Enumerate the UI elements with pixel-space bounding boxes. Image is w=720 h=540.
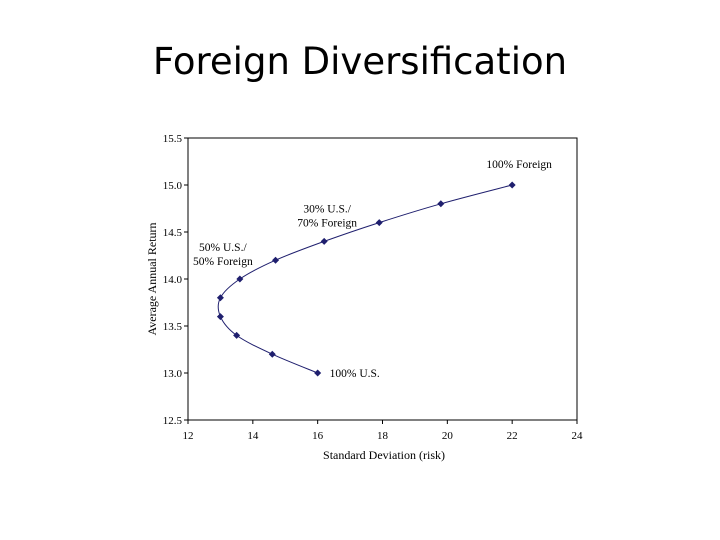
y-tick-label: 13.0 bbox=[163, 368, 183, 380]
x-axis-title: Standard Deviation (risk) bbox=[323, 448, 445, 462]
y-tick-label: 13.5 bbox=[163, 321, 183, 333]
x-tick-label: 22 bbox=[507, 430, 518, 442]
data-point bbox=[375, 219, 383, 227]
annotation-label: 50% Foreign bbox=[193, 256, 253, 268]
x-tick-label: 12 bbox=[183, 430, 194, 442]
data-point bbox=[437, 200, 445, 208]
slide-title: Foreign Diversification bbox=[152, 40, 568, 83]
annotation-label: 100% U.S. bbox=[330, 368, 380, 380]
y-tick-label: 15.5 bbox=[163, 133, 183, 145]
series-line bbox=[217, 184, 513, 374]
x-tick-label: 20 bbox=[442, 430, 454, 442]
data-point bbox=[236, 275, 244, 283]
y-tick-label: 15.0 bbox=[163, 180, 183, 192]
series-points bbox=[216, 181, 516, 377]
annotation-label: 30% U.S./ bbox=[303, 203, 351, 215]
y-tick-label: 14.5 bbox=[163, 227, 183, 239]
x-tick-label: 14 bbox=[247, 430, 259, 442]
data-point bbox=[233, 331, 241, 339]
annotation-label: 50% U.S./ bbox=[199, 242, 247, 254]
data-point bbox=[320, 237, 328, 245]
y-tick-label: 12.5 bbox=[163, 415, 183, 427]
annotation-label: 70% Foreign bbox=[297, 217, 357, 229]
plot-area bbox=[187, 137, 578, 421]
x-tick-label: 16 bbox=[312, 430, 324, 442]
x-tick-label: 24 bbox=[572, 430, 584, 442]
axis-ticks: 12 14 16 18 20 22 24 12.5 13.0 13.5 14.0 14.5 15.0 15… bbox=[163, 133, 583, 442]
data-point bbox=[216, 294, 224, 302]
y-tick-label: 14.0 bbox=[163, 274, 183, 286]
x-tick-label: 18 bbox=[377, 430, 389, 442]
y-axis-title: Average Annual Return bbox=[145, 222, 159, 335]
data-point bbox=[216, 313, 224, 321]
data-point bbox=[272, 256, 280, 264]
annotations: 100% U.S. 50% U.S./ 50% Foreign 30% U.S./ 70… bbox=[193, 159, 552, 380]
annotation-label: 100% Foreign bbox=[486, 159, 552, 171]
data-point bbox=[268, 350, 276, 358]
data-point bbox=[508, 181, 516, 189]
data-point bbox=[314, 369, 322, 377]
